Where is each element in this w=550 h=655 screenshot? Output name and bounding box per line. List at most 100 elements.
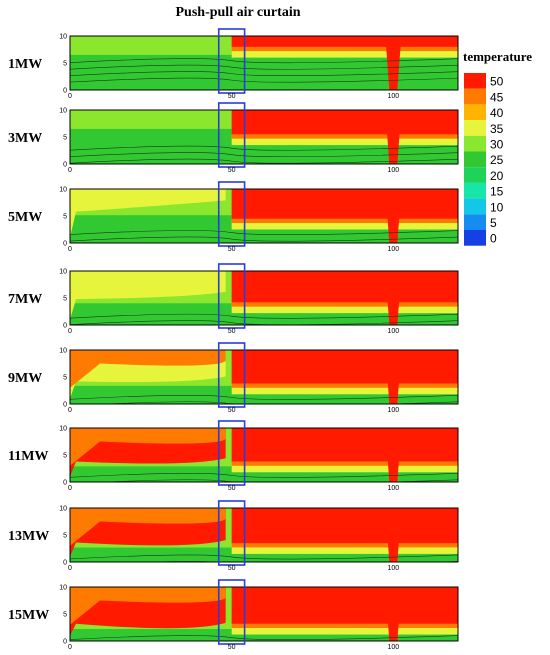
x-tick-label: 50 [228,328,236,335]
panel-label: 13MW [8,529,49,544]
contour-line [70,64,458,70]
contour-line [70,554,458,560]
contour-line [70,327,458,331]
y-tick-label: 0 [63,88,67,95]
x-tick-label: 0 [68,167,72,174]
legend-title: temperature [463,49,532,64]
x-tick-label: 50 [228,644,236,651]
contour-line [70,642,458,646]
legend-swatch-10 [464,198,486,215]
contour-line [70,648,458,652]
x-tick-label: 100 [387,93,399,100]
contour-line [70,152,458,158]
y-tick-label: 5 [63,61,67,68]
x-tick-label: 100 [387,485,399,492]
contour-line [70,71,458,77]
panel-label: 5MW [8,210,42,225]
fire-plume [385,587,402,641]
y-tick-label: 5 [63,296,67,303]
right-hot-layer [231,271,458,303]
panel-frame [69,427,459,483]
y-tick-label: 10 [59,585,67,592]
fire-plume [385,428,402,482]
legend-label-5: 5 [490,216,497,230]
y-tick-label: 0 [63,162,67,169]
fire-plume [385,271,402,325]
fire-plume [385,36,402,90]
curtain-box [217,263,246,329]
y-tick-label: 10 [59,348,67,355]
contour-line [70,486,458,490]
y-tick-label: 10 [59,506,67,513]
y-tick-label: 5 [63,214,67,221]
y-tick-label: 0 [63,323,67,330]
left-warm-layer [70,189,226,238]
legend-swatch-5 [464,214,486,230]
y-tick-label: 5 [63,135,67,142]
right-hot-layer [231,189,458,219]
contour-line [70,493,458,497]
panel-label: 11MW [8,449,48,464]
right-hot-layer [231,110,458,135]
x-tick-label: 0 [68,485,72,492]
legend-label-10: 10 [490,200,504,214]
legend-label-20: 20 [490,169,504,183]
legend-label-35: 35 [490,122,504,136]
legend-label-40: 40 [490,106,504,120]
y-tick-label: 10 [59,426,67,433]
contour-line [70,635,458,640]
y-tick-label: 10 [59,108,67,115]
right-hot-layer [231,36,458,47]
x-tick-label: 0 [68,407,72,414]
contour-line [70,394,458,400]
legend-label-45: 45 [490,90,504,104]
x-tick-label: 50 [228,246,236,253]
y-tick-label: 0 [63,639,67,646]
x-tick-label: 0 [68,93,72,100]
left-hot-layer [70,428,226,466]
panel-frame [69,507,459,563]
legend-swatch-50 [464,73,486,89]
y-tick-label: 0 [63,241,67,248]
curtain-box [217,579,246,645]
x-tick-label: 50 [228,407,236,414]
x-tick-label: 100 [387,167,399,174]
contour-line [70,574,458,578]
x-tick-label: 50 [228,167,236,174]
curtain-box [217,181,246,247]
left-warm-layer [70,271,226,320]
panel-frame [69,270,459,326]
panel-frame [69,586,459,642]
legend-swatch-30 [464,135,486,152]
right-hot-layer [231,587,458,624]
panel-frame [69,35,459,91]
panel-frame [69,188,459,244]
contour-line [70,230,458,235]
left-mid-layer [70,110,232,129]
contour-line [70,243,458,247]
legend-swatch-40 [464,104,486,121]
contour-line [70,236,458,242]
legend-swatch-25 [464,151,486,168]
figure-title: Push-pull air curtain [176,5,301,20]
left-hot-layer [70,587,226,625]
legend-label-30: 30 [490,138,504,152]
left-mid-layer [70,36,232,55]
contour-line [70,415,458,419]
x-tick-label: 50 [228,93,236,100]
legend-swatch-45 [464,88,486,105]
right-hot-layer [231,508,458,544]
contour-line [100,479,458,482]
legend-swatch-15 [464,182,486,199]
curtain-box [217,342,246,408]
curtain-box [217,102,246,168]
y-tick-label: 5 [63,375,67,382]
panel-label: 3MW [8,131,42,146]
